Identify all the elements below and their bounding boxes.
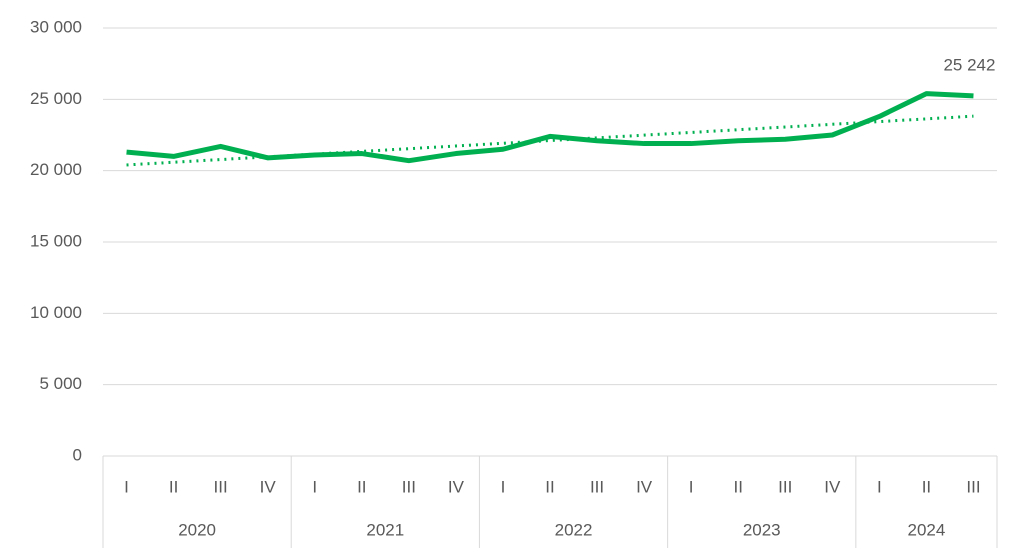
trend-line [126,114,974,167]
x-tick-label: I [124,477,129,496]
y-tick-label: 25 000 [30,89,82,108]
y-tick-label: 5 000 [39,374,82,393]
group-label: 2020 [178,520,216,539]
x-tick-label: II [733,477,742,496]
x-tick-label: III [214,477,228,496]
y-tick-label: 0 [73,445,82,464]
x-tick-label: III [402,477,416,496]
x-tick-label: III [966,477,980,496]
x-tick-label: II [169,477,178,496]
y-tick-label: 30 000 [30,17,82,36]
x-tick-label: I [689,477,694,496]
x-tick-label: IV [824,477,841,496]
data-line [126,91,974,164]
x-tick-label: IV [260,477,277,496]
data-label: 25 242 [943,55,995,74]
group-label: 2024 [908,520,946,539]
x-tick-label: II [545,477,554,496]
x-tick-label: III [778,477,792,496]
x-tick-label: I [501,477,506,496]
x-tick-label: II [922,477,931,496]
group-label: 2021 [366,520,404,539]
x-tick-label: II [357,477,366,496]
x-tick-label: IV [448,477,465,496]
x-tick-label: I [312,477,317,496]
group-label: 2022 [555,520,593,539]
y-tick-label: 20 000 [30,160,82,179]
x-tick-label: IV [636,477,653,496]
x-tick-label: III [590,477,604,496]
y-tick-label: 15 000 [30,231,82,250]
y-tick-label: 10 000 [30,303,82,322]
x-tick-label: I [877,477,882,496]
group-label: 2023 [743,520,781,539]
